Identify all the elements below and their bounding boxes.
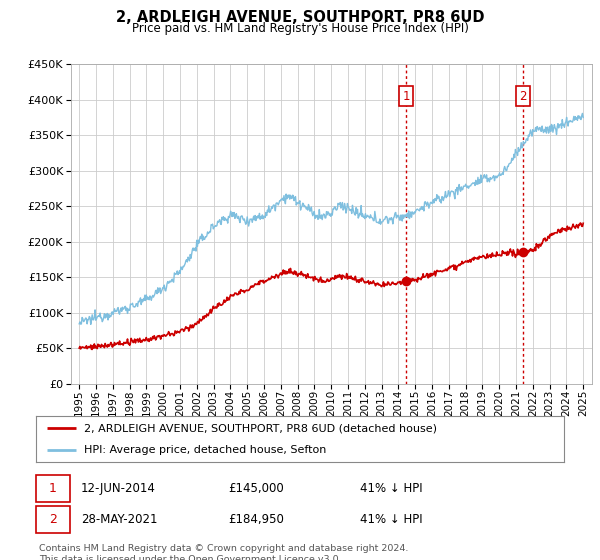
Text: 41% ↓ HPI: 41% ↓ HPI	[360, 482, 422, 495]
Text: £184,950: £184,950	[228, 512, 284, 526]
Text: 2: 2	[520, 90, 527, 103]
Text: 2, ARDLEIGH AVENUE, SOUTHPORT, PR8 6UD: 2, ARDLEIGH AVENUE, SOUTHPORT, PR8 6UD	[116, 10, 484, 25]
Text: £145,000: £145,000	[228, 482, 284, 495]
Text: 28-MAY-2021: 28-MAY-2021	[81, 512, 157, 526]
Text: HPI: Average price, detached house, Sefton: HPI: Average price, detached house, Seft…	[83, 445, 326, 455]
Text: Price paid vs. HM Land Registry's House Price Index (HPI): Price paid vs. HM Land Registry's House …	[131, 22, 469, 35]
Text: 12-JUN-2014: 12-JUN-2014	[81, 482, 156, 495]
Text: Contains HM Land Registry data © Crown copyright and database right 2024.
This d: Contains HM Land Registry data © Crown c…	[39, 544, 409, 560]
Text: 41% ↓ HPI: 41% ↓ HPI	[360, 512, 422, 526]
Text: 2: 2	[49, 512, 57, 526]
Text: 2, ARDLEIGH AVENUE, SOUTHPORT, PR8 6UD (detached house): 2, ARDLEIGH AVENUE, SOUTHPORT, PR8 6UD (…	[83, 423, 437, 433]
Text: 1: 1	[49, 482, 57, 495]
Text: 1: 1	[402, 90, 410, 103]
